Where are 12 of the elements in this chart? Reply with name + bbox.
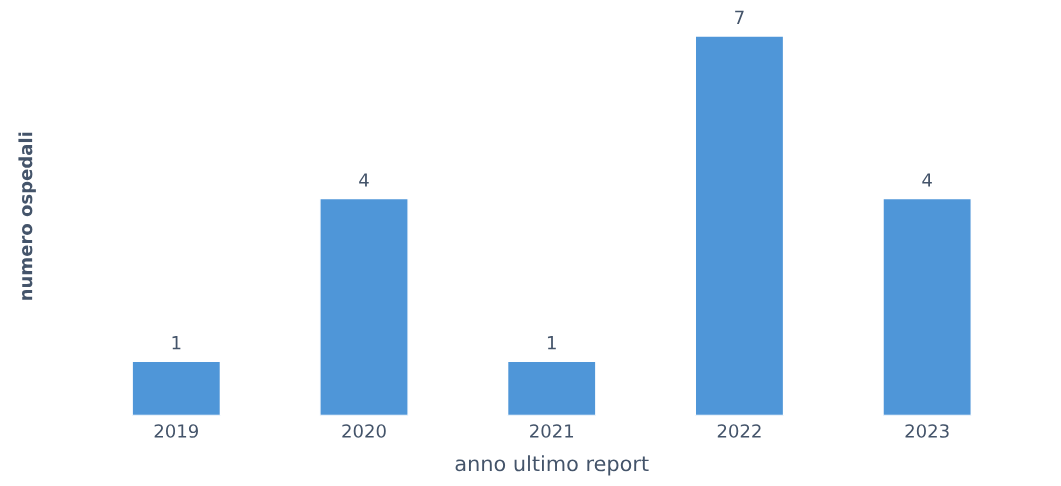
y-axis-title: numero ospedali (18, 132, 36, 300)
data-label: 7 (735, 10, 744, 24)
x-tick-label: 2019 (154, 424, 198, 438)
x-tick-label: 2023 (905, 424, 949, 438)
data-label: 1 (172, 336, 181, 350)
x-tick-label: 2020 (342, 424, 386, 438)
data-label: 4 (359, 173, 369, 187)
data-label: 4 (922, 173, 932, 187)
x-tick-label: 2022 (717, 424, 761, 438)
data-label: 1 (547, 336, 556, 350)
x-tick-label: 2021 (530, 424, 574, 438)
x-axis-title: anno ultimo report (455, 455, 649, 476)
